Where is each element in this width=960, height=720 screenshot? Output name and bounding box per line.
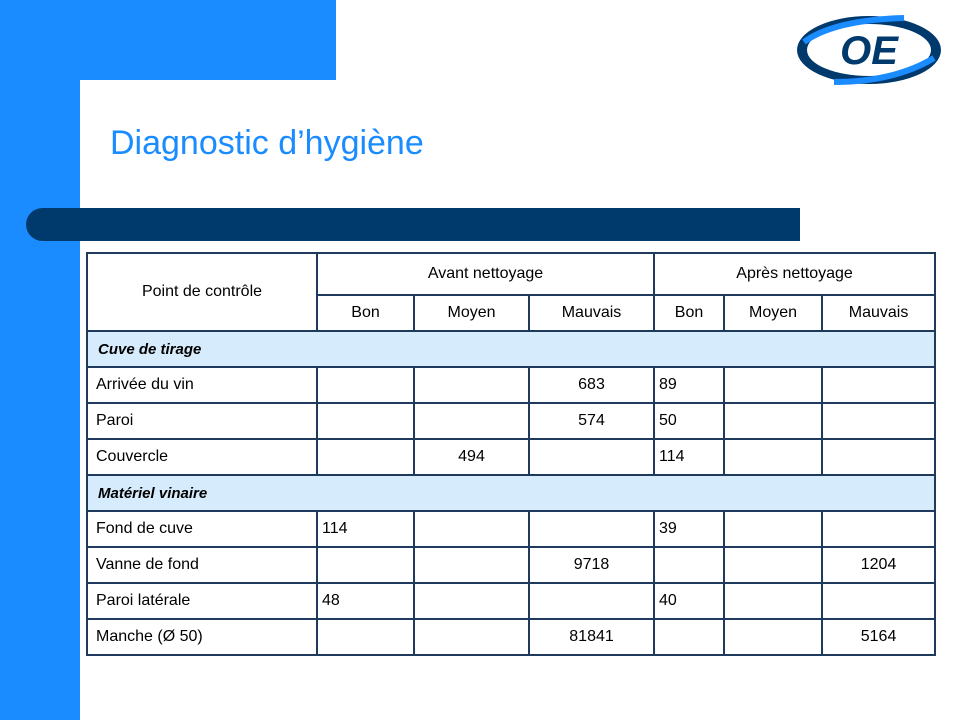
cell bbox=[413, 618, 530, 656]
sub-header: Moyen bbox=[723, 294, 824, 332]
cell: 39 bbox=[653, 510, 726, 548]
cell bbox=[413, 366, 530, 404]
cell: 114 bbox=[316, 510, 415, 548]
cell bbox=[821, 366, 937, 404]
table-row: Paroi 574 50 bbox=[86, 402, 937, 440]
left-blue-band bbox=[0, 0, 80, 720]
cell: 574 bbox=[527, 402, 656, 440]
logo-text: OE bbox=[840, 29, 899, 73]
cell bbox=[527, 438, 656, 476]
cell bbox=[413, 510, 530, 548]
row-label: Vanne de fond bbox=[86, 546, 318, 584]
cell bbox=[316, 546, 415, 584]
cell bbox=[723, 618, 824, 656]
section-row: Cuve de tirage bbox=[85, 330, 937, 368]
cell: 50 bbox=[653, 402, 726, 440]
cell bbox=[723, 402, 824, 440]
row-label: Fond de cuve bbox=[86, 510, 318, 548]
cell bbox=[723, 366, 824, 404]
cell bbox=[316, 438, 415, 476]
table-row: Paroi latérale 48 40 bbox=[86, 582, 937, 620]
table-row: Fond de cuve 114 39 bbox=[86, 510, 937, 548]
title-underline-bar bbox=[26, 208, 800, 241]
slide-title: Diagnostic d’hygiène bbox=[110, 124, 424, 162]
cell bbox=[316, 366, 415, 404]
header-row-2: Bon Moyen Mauvais Bon Moyen Mauvais bbox=[87, 294, 937, 332]
cell bbox=[413, 582, 530, 620]
cell bbox=[316, 402, 415, 440]
cell: 9718 bbox=[527, 546, 656, 584]
cell bbox=[413, 546, 530, 584]
cell: 1204 bbox=[821, 546, 937, 584]
header-point: Point de contrôle bbox=[86, 252, 318, 332]
cell bbox=[821, 402, 937, 440]
row-label: Manche (Ø 50) bbox=[86, 618, 318, 656]
cell: 81841 bbox=[527, 618, 656, 656]
section-title: Cuve de tirage bbox=[85, 330, 937, 368]
cell: 5164 bbox=[821, 618, 937, 656]
cell bbox=[413, 402, 530, 440]
hygiene-table: Point de contrôle Avant nettoyage Après … bbox=[85, 252, 937, 656]
section-row: Matériel vinaire bbox=[85, 474, 937, 512]
cell bbox=[821, 582, 937, 620]
sub-header: Bon bbox=[316, 294, 415, 332]
header-row-1: Point de contrôle Avant nettoyage Après … bbox=[86, 252, 937, 332]
section-title: Matériel vinaire bbox=[85, 474, 937, 512]
cell bbox=[653, 546, 726, 584]
cell bbox=[723, 438, 824, 476]
table-row: Vanne de fond 9718 1204 bbox=[86, 546, 937, 584]
row-label: Couvercle bbox=[86, 438, 318, 476]
cell bbox=[723, 510, 824, 548]
cell bbox=[821, 510, 937, 548]
cell: 683 bbox=[527, 366, 656, 404]
cell: 89 bbox=[653, 366, 726, 404]
table-row: Couvercle 494 114 bbox=[86, 438, 937, 476]
cell bbox=[821, 438, 937, 476]
row-label: Paroi latérale bbox=[86, 582, 318, 620]
cell bbox=[527, 582, 656, 620]
top-blue-band bbox=[80, 0, 336, 80]
row-label: Paroi bbox=[86, 402, 318, 440]
table-row: Arrivée du vin 683 89 bbox=[86, 366, 937, 404]
sub-header: Mauvais bbox=[821, 294, 937, 332]
cell bbox=[527, 510, 656, 548]
cell bbox=[316, 618, 415, 656]
table-row: Manche (Ø 50) 81841 5164 bbox=[86, 618, 937, 656]
header-after: Après nettoyage bbox=[653, 252, 937, 296]
cell: 114 bbox=[653, 438, 726, 476]
cell bbox=[723, 582, 824, 620]
cell: 494 bbox=[413, 438, 530, 476]
sub-header: Moyen bbox=[413, 294, 530, 332]
hygiene-table-container: Point de contrôle Avant nettoyage Après … bbox=[85, 252, 937, 656]
cell: 48 bbox=[316, 582, 415, 620]
sub-header: Bon bbox=[653, 294, 726, 332]
header-before: Avant nettoyage bbox=[315, 252, 656, 296]
cell bbox=[723, 546, 824, 584]
cell: 40 bbox=[653, 582, 726, 620]
row-label: Arrivée du vin bbox=[86, 366, 318, 404]
sub-header: Mauvais bbox=[527, 294, 656, 332]
oe-logo: OE bbox=[797, 15, 941, 85]
cell bbox=[653, 618, 726, 656]
